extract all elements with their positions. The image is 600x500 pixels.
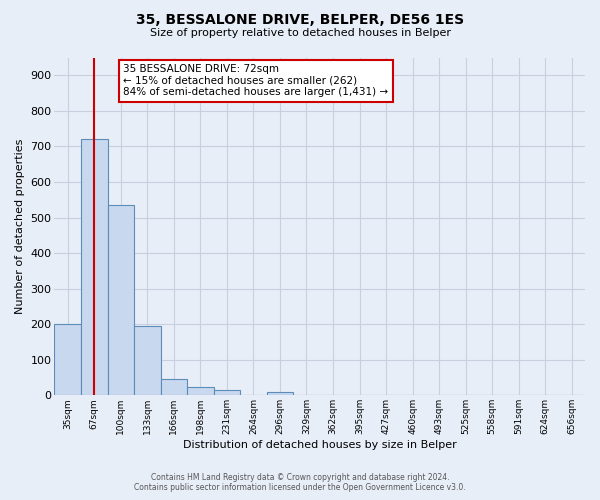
Text: Size of property relative to detached houses in Belper: Size of property relative to detached ho… [149, 28, 451, 38]
Bar [214, 390, 240, 396]
Y-axis label: Number of detached properties: Number of detached properties [15, 138, 25, 314]
Bar [161, 378, 187, 396]
Bar [107, 205, 134, 396]
Bar [81, 140, 107, 396]
Text: 35 BESSALONE DRIVE: 72sqm
← 15% of detached houses are smaller (262)
84% of semi: 35 BESSALONE DRIVE: 72sqm ← 15% of detac… [124, 64, 389, 98]
Text: Contains HM Land Registry data © Crown copyright and database right 2024.
Contai: Contains HM Land Registry data © Crown c… [134, 473, 466, 492]
Text: 35, BESSALONE DRIVE, BELPER, DE56 1ES: 35, BESSALONE DRIVE, BELPER, DE56 1ES [136, 12, 464, 26]
Bar [187, 388, 214, 396]
Bar [134, 326, 161, 396]
Bar [266, 392, 293, 396]
Bar [55, 324, 81, 396]
X-axis label: Distribution of detached houses by size in Belper: Distribution of detached houses by size … [183, 440, 457, 450]
